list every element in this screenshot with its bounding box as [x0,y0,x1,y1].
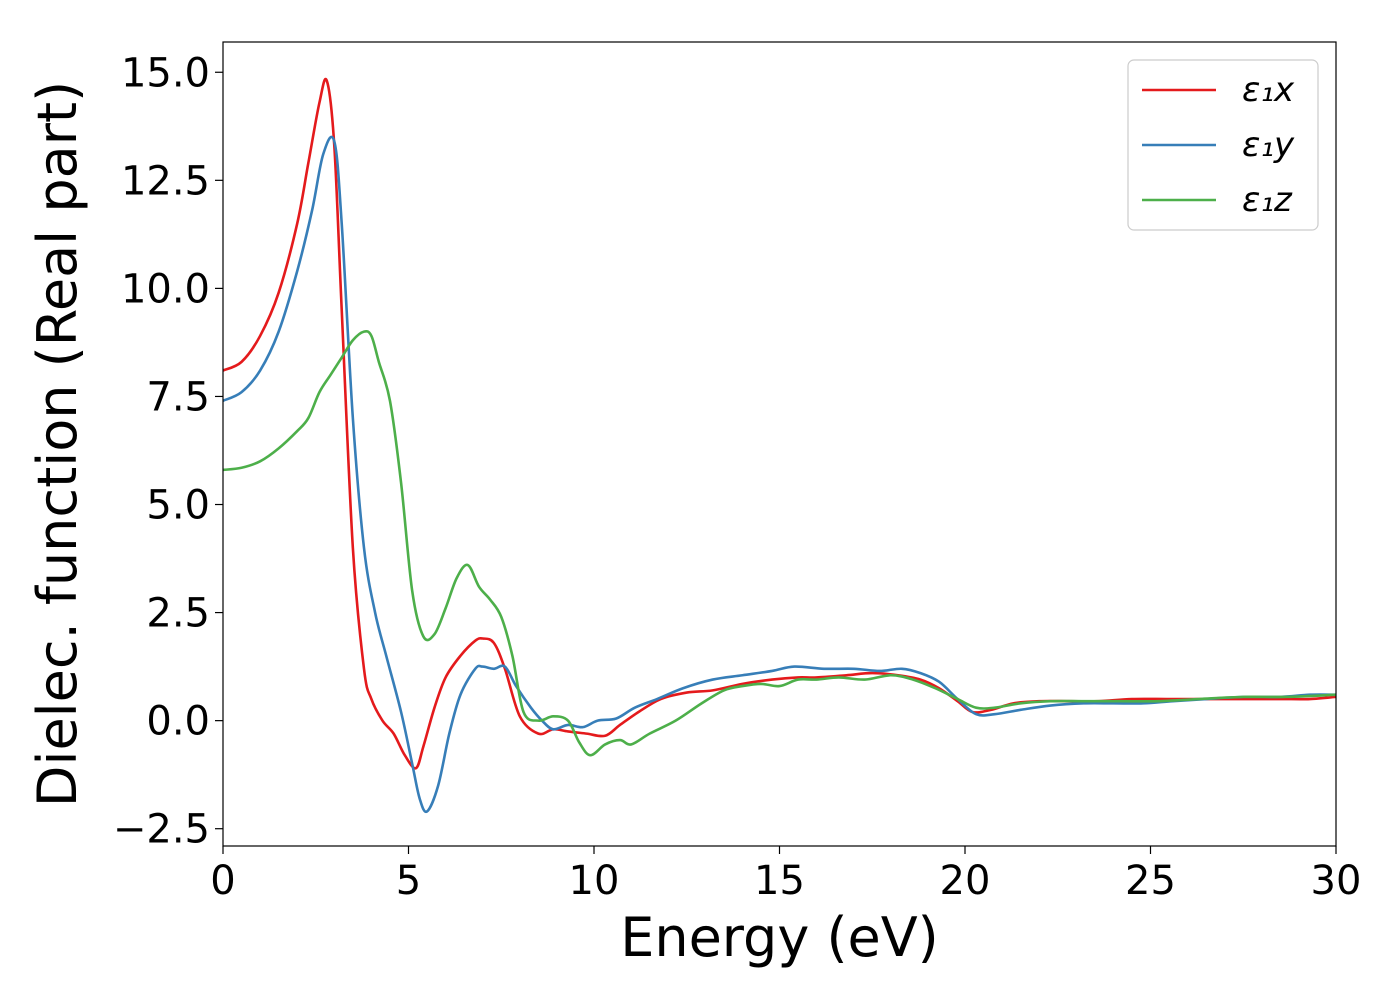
legend-label-2: ε₁y [1242,125,1295,165]
y-tick-label: 0.0 [146,699,210,745]
y-axis: −2.5 0.0 2.5 5.0 7.5 10.0 12.5 15.0 [113,50,223,853]
x-tick-label: 30 [1311,858,1362,904]
x-axis: 0 5 10 15 20 25 30 [210,846,1361,904]
legend-box [1127,59,1319,231]
series-layer [223,77,1336,814]
x-tick-label: 20 [940,858,991,904]
x-tick-label: 10 [569,858,620,904]
y-tick-label: 2.5 [146,591,210,637]
legend-label-1: ε₁x [1242,70,1295,110]
x-tick-label: 0 [210,858,235,904]
legend-label-3: ε₁z [1242,180,1293,220]
x-tick-label: 5 [396,858,421,904]
x-tick-label: 25 [1125,858,1176,904]
y-tick-label: 7.5 [146,374,210,420]
y-tick-label: −2.5 [113,807,210,853]
legend: ε₁x ε₁y ε₁z [1127,59,1319,231]
x-tick-label: 15 [754,858,805,904]
y-tick-label: 10.0 [121,266,210,312]
x-axis-title: Energy (eV) [620,906,939,969]
y-tick-label: 5.0 [146,483,210,529]
y-axis-title: Dielec. function (Real part) [26,81,89,807]
series-line-3 [223,329,1336,757]
y-tick-label: 15.0 [121,50,210,96]
y-tick-label: 12.5 [121,158,210,204]
